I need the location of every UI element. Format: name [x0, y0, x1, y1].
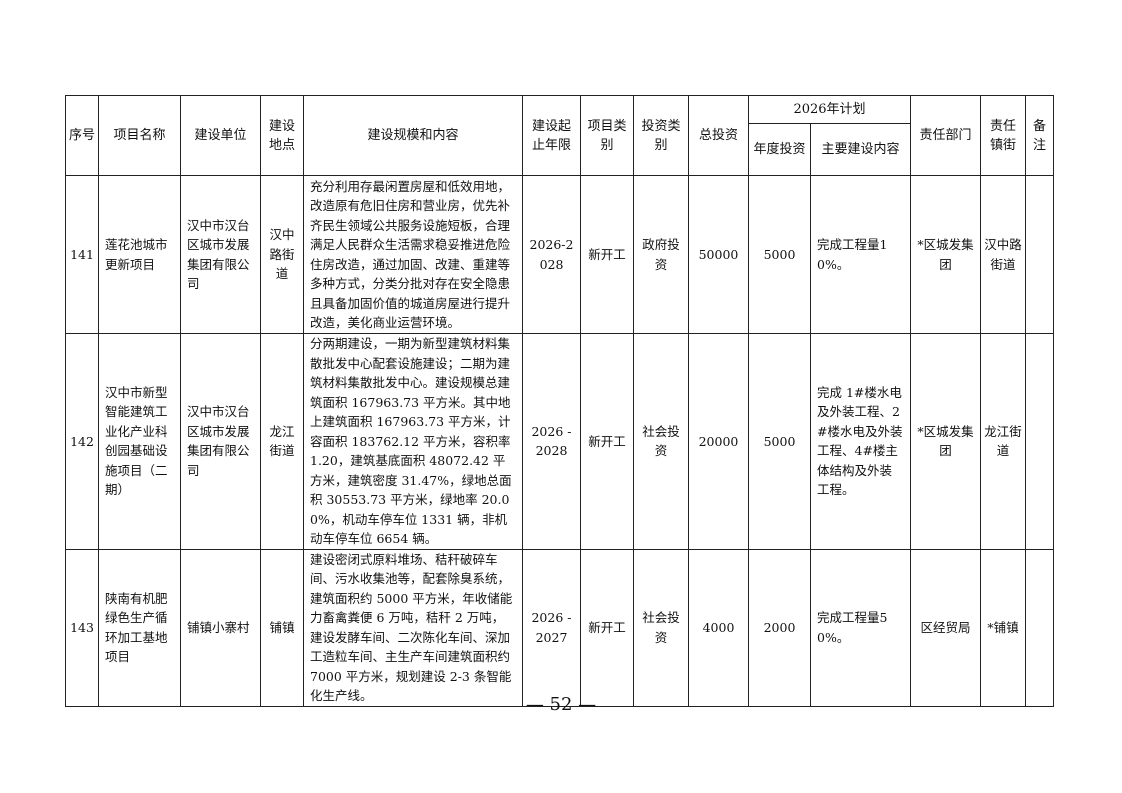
cell-period: 2026 - 2027	[522, 548, 581, 707]
header-plan: 2026年计划	[748, 95, 911, 124]
header-period: 建设起止年限	[522, 95, 581, 176]
cell-dept: 区经贸局	[910, 548, 981, 707]
cell-seq: 141	[65, 175, 99, 334]
cell-scope: 充分利用存最闲置房屋和低效用地，改造原有危旧住房和营业房，优先补齐民生领域公共服…	[303, 175, 523, 334]
cell-name: 莲花池城市更新项目	[98, 175, 181, 334]
cell-location: 汉中路街道	[260, 175, 304, 334]
cell-name: 汉中市新型智能建筑工业化产业科创园基础设施项目（二期）	[98, 333, 181, 550]
cell-location: 龙江街道	[260, 333, 304, 550]
header-dept: 责任部门	[910, 95, 981, 176]
header-note: 备注	[1025, 95, 1054, 176]
cell-annual: 5000	[748, 333, 811, 550]
cell-town: 汉中路街道	[980, 175, 1026, 334]
project-table: 序号 项目名称 建设单位 建设地点 建设规模和内容 建设起止年限 项目类别 投资…	[65, 95, 1054, 707]
cell-note	[1025, 333, 1054, 550]
header-name: 项目名称	[98, 95, 181, 176]
cell-town: *铺镇	[980, 548, 1026, 707]
table-row: 143 陕南有机肥绿色生产循环加工基地项目 铺镇小寨村 铺镇 建设密闭式原料堆场、秸秆破…	[65, 548, 1054, 707]
cell-annual: 2000	[748, 548, 811, 707]
cell-period: 2026-2028	[522, 175, 581, 334]
cell-note	[1025, 175, 1054, 334]
table-row: 141 莲花池城市更新项目 汉中市汉台区城市发展集团有限公司 汉中路街道 充分利用存最闲…	[65, 175, 1054, 334]
cell-location: 铺镇	[260, 548, 304, 707]
cell-unit: 汉中市汉台区城市发展集团有限公司	[180, 333, 261, 550]
cell-scope: 建设密闭式原料堆场、秸秆破碎车间、污水收集池等，配套除臭系统，建筑面积约 500…	[303, 548, 523, 707]
cell-note	[1025, 548, 1054, 707]
header-unit: 建设单位	[180, 95, 261, 176]
cell-main-content: 完成 1#楼水电及外装工程、2#楼水电及外装工程、4#楼主体结构及外装工程。	[810, 333, 911, 550]
cell-invest-type: 社会投资	[633, 548, 689, 707]
table-row: 142 汉中市新型智能建筑工业化产业科创园基础设施项目（二期） 汉中市汉台区城市发展…	[65, 333, 1054, 550]
cell-seq: 143	[65, 548, 99, 707]
header-scope: 建设规模和内容	[303, 95, 523, 176]
cell-dept: *区城发集团	[910, 333, 981, 550]
page-number: — 52 —	[525, 694, 597, 715]
cell-name: 陕南有机肥绿色生产循环加工基地项目	[98, 548, 181, 707]
cell-category: 新开工	[580, 333, 634, 550]
cell-seq: 142	[65, 333, 99, 550]
header-main-content: 主要建设内容	[810, 123, 911, 176]
header-invest-type: 投资类别	[633, 95, 689, 176]
cell-category: 新开工	[580, 175, 634, 334]
header-total: 总投资	[688, 95, 749, 176]
cell-annual: 5000	[748, 175, 811, 334]
cell-category: 新开工	[580, 548, 634, 707]
header-annual: 年度投资	[748, 123, 811, 176]
cell-unit: 铺镇小寨村	[180, 548, 261, 707]
cell-town: 龙江街道	[980, 333, 1026, 550]
cell-main-content: 完成工程量50%。	[810, 548, 911, 707]
cell-invest-type: 社会投资	[633, 333, 689, 550]
cell-dept: *区城发集团	[910, 175, 981, 334]
cell-scope: 分两期建设，一期为新型建筑材料集散批发中心配套设施建设；二期为建筑材料集散批发中…	[303, 333, 523, 550]
header-category: 项目类别	[580, 95, 634, 176]
cell-period: 2026 - 2028	[522, 333, 581, 550]
header-town: 责任镇街	[980, 95, 1026, 176]
cell-main-content: 完成工程量10%。	[810, 175, 911, 334]
header-location: 建设地点	[260, 95, 304, 176]
cell-total: 20000	[688, 333, 749, 550]
cell-total: 50000	[688, 175, 749, 334]
header-seq: 序号	[65, 95, 99, 176]
cell-unit: 汉中市汉台区城市发展集团有限公司	[180, 175, 261, 334]
cell-invest-type: 政府投资	[633, 175, 689, 334]
cell-total: 4000	[688, 548, 749, 707]
